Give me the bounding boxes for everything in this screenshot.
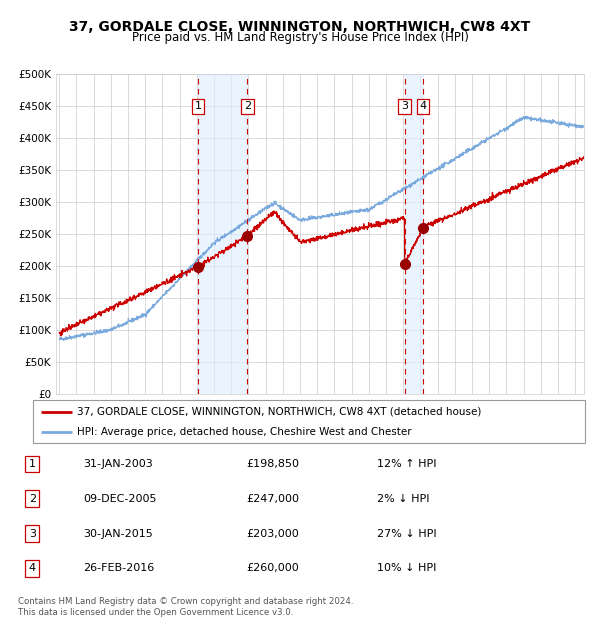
Bar bbox=[404, 74, 423, 394]
Text: £198,850: £198,850 bbox=[246, 459, 299, 469]
Text: 1: 1 bbox=[195, 101, 202, 112]
Text: Price paid vs. HM Land Registry's House Price Index (HPI): Price paid vs. HM Land Registry's House … bbox=[131, 31, 469, 44]
Text: Contains HM Land Registry data © Crown copyright and database right 2024.
This d: Contains HM Land Registry data © Crown c… bbox=[18, 598, 353, 617]
Text: 37, GORDALE CLOSE, WINNINGTON, NORTHWICH, CW8 4XT: 37, GORDALE CLOSE, WINNINGTON, NORTHWICH… bbox=[70, 20, 530, 34]
Text: 2% ↓ HPI: 2% ↓ HPI bbox=[377, 494, 430, 503]
Bar bbox=[198, 74, 247, 394]
Text: 3: 3 bbox=[401, 101, 408, 112]
Text: 2: 2 bbox=[29, 494, 36, 503]
Text: £260,000: £260,000 bbox=[246, 564, 299, 574]
Text: 30-JAN-2015: 30-JAN-2015 bbox=[83, 529, 154, 539]
Text: 1: 1 bbox=[29, 459, 36, 469]
Text: 4: 4 bbox=[419, 101, 427, 112]
Text: 09-DEC-2005: 09-DEC-2005 bbox=[83, 494, 157, 503]
Text: 4: 4 bbox=[29, 564, 36, 574]
Text: 37, GORDALE CLOSE, WINNINGTON, NORTHWICH, CW8 4XT (detached house): 37, GORDALE CLOSE, WINNINGTON, NORTHWICH… bbox=[77, 407, 482, 417]
Text: 10% ↓ HPI: 10% ↓ HPI bbox=[377, 564, 436, 574]
Text: 3: 3 bbox=[29, 529, 36, 539]
Text: HPI: Average price, detached house, Cheshire West and Chester: HPI: Average price, detached house, Ches… bbox=[77, 427, 412, 438]
Text: 12% ↑ HPI: 12% ↑ HPI bbox=[377, 459, 437, 469]
Text: £203,000: £203,000 bbox=[246, 529, 299, 539]
Text: 27% ↓ HPI: 27% ↓ HPI bbox=[377, 529, 437, 539]
Text: 31-JAN-2003: 31-JAN-2003 bbox=[83, 459, 154, 469]
Text: 26-FEB-2016: 26-FEB-2016 bbox=[83, 564, 155, 574]
Text: 2: 2 bbox=[244, 101, 251, 112]
Text: £247,000: £247,000 bbox=[246, 494, 299, 503]
